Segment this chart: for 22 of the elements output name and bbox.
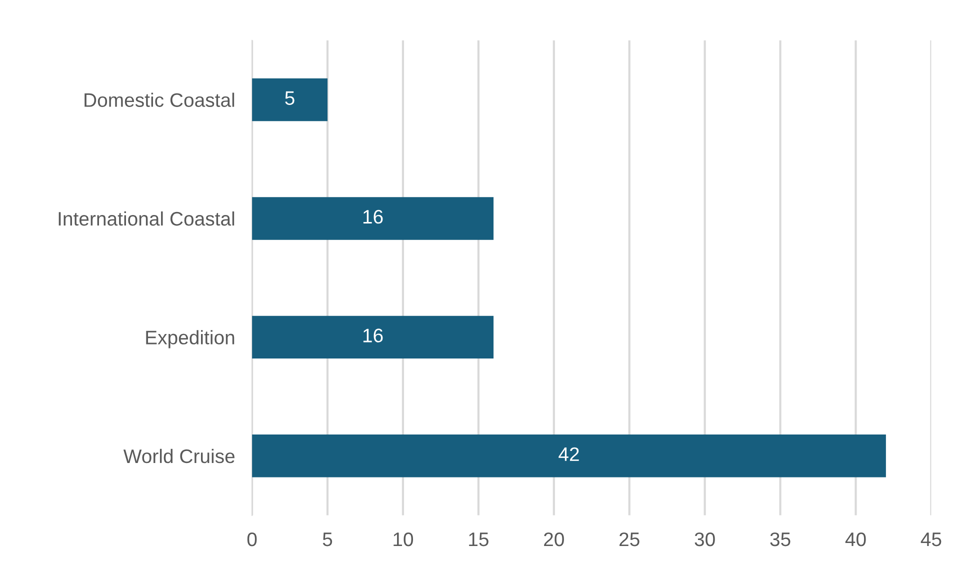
data-label: 16 bbox=[363, 328, 383, 342]
x-tick-label: 15 bbox=[469, 532, 488, 546]
y-tick-label: International Coastal bbox=[58, 211, 234, 226]
data-label: 5 bbox=[285, 91, 294, 105]
x-tick-label: 0 bbox=[247, 532, 257, 546]
x-tick-label: 5 bbox=[322, 532, 332, 546]
y-tick-label: Expedition bbox=[146, 330, 234, 348]
x-tick-label: 10 bbox=[394, 532, 414, 546]
y-tick-label: Domestic Coastal bbox=[84, 92, 234, 107]
bar bbox=[252, 197, 494, 240]
x-tick-label: 30 bbox=[694, 532, 715, 546]
bar bbox=[252, 434, 886, 478]
x-tick-label: 20 bbox=[544, 532, 564, 546]
x-tick-label: 35 bbox=[770, 532, 790, 546]
bar bbox=[252, 316, 494, 359]
x-tick-label: 40 bbox=[845, 532, 866, 546]
y-tick-label: World Cruise bbox=[123, 448, 235, 464]
x-tick-label: 45 bbox=[920, 532, 942, 546]
bar bbox=[252, 78, 328, 122]
data-label: 16 bbox=[363, 210, 383, 224]
x-tick-label: 25 bbox=[620, 532, 640, 546]
data-label: 42 bbox=[558, 447, 579, 461]
